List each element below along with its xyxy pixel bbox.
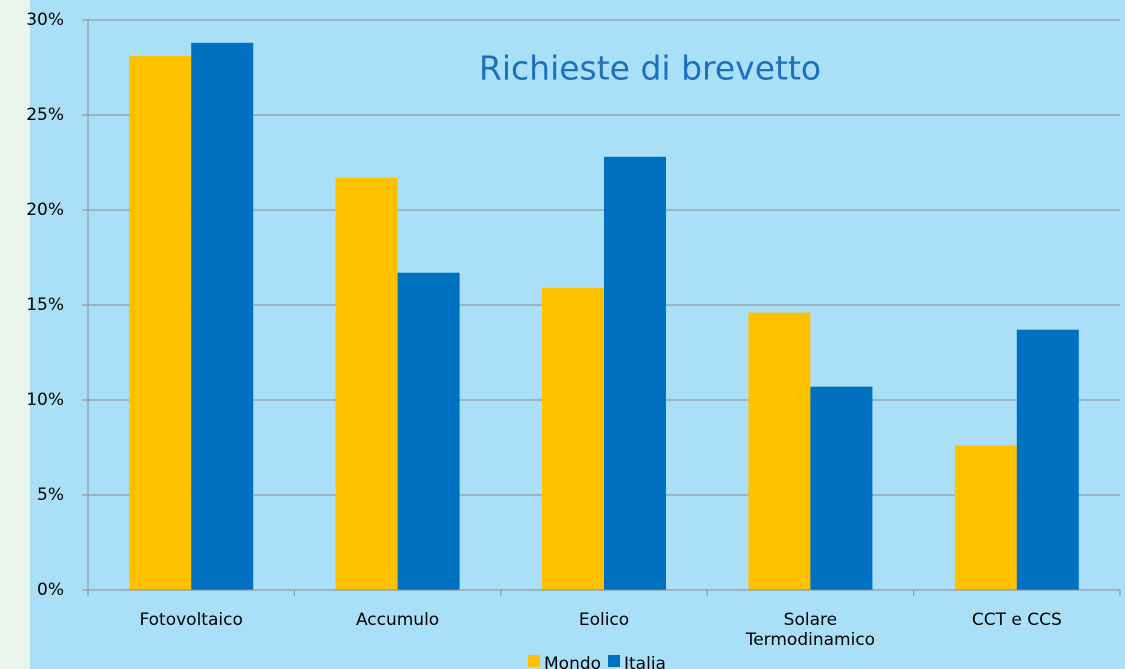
y-tick-label: 0% [37, 580, 64, 600]
x-tick-label: Fotovoltaico [139, 610, 243, 630]
bar [1016, 329, 1079, 590]
chart-title: Richieste di brevetto [479, 49, 821, 88]
legend-swatch [608, 655, 620, 667]
y-tick-label: 5% [37, 485, 64, 505]
legend-label: Mondo [544, 654, 601, 669]
bar [191, 42, 254, 591]
bar [335, 177, 398, 590]
side-panel [0, 0, 30, 669]
bar [397, 272, 460, 590]
x-tick-label: Solare Termodinamico [745, 610, 876, 650]
bar [129, 56, 192, 591]
bar [810, 386, 873, 590]
x-tick-label: CCT e CCS [971, 610, 1062, 630]
y-tick-label: 25% [26, 105, 64, 125]
bar [748, 312, 811, 590]
x-tick-label: Accumulo [355, 610, 440, 630]
y-tick-label: 30% [26, 10, 64, 30]
x-tick-label: Eolico [578, 610, 630, 630]
legend-swatch [528, 655, 540, 667]
y-tick-label: 10% [26, 390, 64, 410]
bar [604, 156, 666, 591]
legend-label: Italia [624, 654, 666, 669]
bar [542, 287, 604, 590]
y-tick-label: 20% [26, 200, 64, 220]
bar [954, 445, 1017, 590]
y-tick-label: 15% [26, 295, 64, 315]
